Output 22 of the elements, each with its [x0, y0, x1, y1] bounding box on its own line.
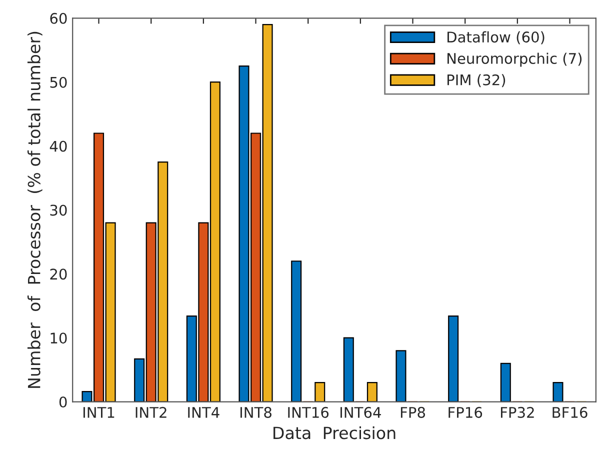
y-tick-label: 40: [50, 140, 67, 152]
y-tick-label: 20: [50, 268, 67, 280]
x-tick-label: INT4: [188, 407, 220, 418]
x-tick-label: FP16: [448, 406, 482, 418]
x-axis-title: Data Precision: [274, 426, 396, 440]
legend-label: Dataflow (60): [448, 31, 544, 44]
y-tick-label: 30: [50, 204, 67, 216]
x-tick-label: INT8: [240, 406, 272, 418]
x-tick-label: INT2: [136, 406, 166, 418]
y-tick-label: 60: [50, 12, 67, 24]
legend-label: Neuromorpchic (7): [448, 52, 582, 67]
legend-label: PIM (32): [448, 74, 506, 88]
y-tick-label: 10: [50, 332, 67, 344]
x-tick-label: BF16: [552, 406, 588, 418]
y-tick-label: 0: [59, 396, 67, 408]
x-tick-label: INT64: [340, 406, 381, 418]
y-tick-label: 50: [50, 76, 67, 88]
x-tick-label: FP8: [400, 406, 425, 418]
y-axis-title: Number of Processor (% of total number): [27, 32, 42, 388]
x-tick-label: INT16: [288, 406, 329, 418]
x-tick-label: INT1: [84, 407, 114, 418]
x-tick-label: FP32: [500, 406, 534, 418]
